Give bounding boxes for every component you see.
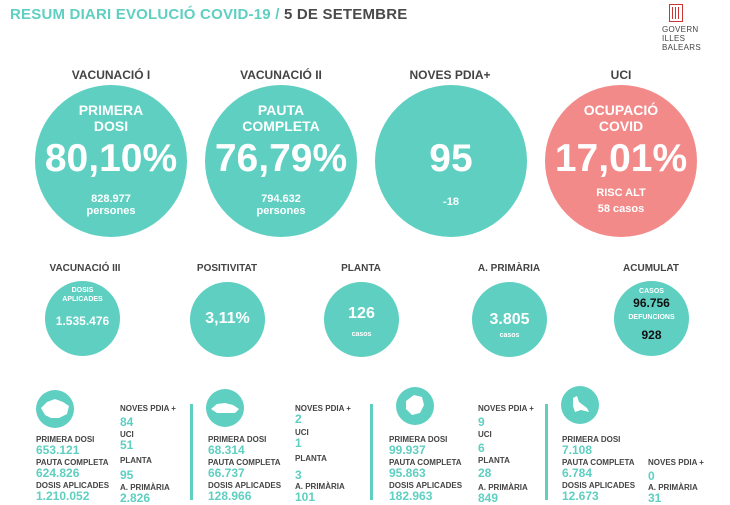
circle-pauta-completa: PAUTA COMPLETA 76,79% 794.632 persones bbox=[205, 85, 357, 237]
formentera-primera-dosi: 7.108 bbox=[562, 443, 593, 457]
logo-text: GOVERN ILLES BALEARS bbox=[662, 25, 702, 52]
menorca-noves-pdia: 2 bbox=[295, 412, 302, 426]
title-separator: / bbox=[275, 6, 280, 23]
divider-2 bbox=[370, 404, 373, 500]
value-dosis-aplicades: 1.535.476 bbox=[55, 314, 110, 328]
govern-logo: GOVERN ILLES BALEARS bbox=[662, 4, 724, 56]
menorca-planta: 3 bbox=[295, 468, 302, 482]
formentera-map-icon bbox=[561, 386, 599, 424]
heading-vacunacio-2: VACUNACIÓ II bbox=[240, 68, 322, 82]
menorca-pauta-completa: 66.737 bbox=[208, 466, 245, 480]
divider-3 bbox=[545, 404, 548, 500]
heading-a-primaria: A. PRIMÀRIA bbox=[477, 263, 541, 274]
heading-vacunacio-1: VACUNACIÓ I bbox=[71, 68, 151, 82]
menorca-uci: 1 bbox=[295, 436, 302, 450]
circle-noves-pdia: 95 -18 bbox=[375, 85, 527, 237]
eivissa-pauta-completa: 95.863 bbox=[389, 466, 426, 480]
value-pauta-completa: 76,79% bbox=[214, 137, 348, 180]
value-planta: 126 bbox=[348, 305, 375, 322]
formentera-dosis-aplicades: 12.673 bbox=[562, 489, 599, 503]
value-defuncions: 928 bbox=[641, 328, 662, 342]
risc-badge: RISC ALT bbox=[596, 187, 646, 199]
heading-uci: UCI bbox=[610, 68, 632, 82]
value-uci: 17,01% bbox=[554, 137, 688, 180]
circle-planta: 126 casos bbox=[324, 282, 399, 357]
page-title: RESUM DIARI EVOLUCIÓ COVID-19 / 5 DE SET… bbox=[10, 6, 407, 23]
heading-vacunacio-3: VACUNACIÓ III bbox=[49, 263, 121, 274]
coat-of-arms-icon bbox=[669, 4, 683, 22]
eivissa-map-icon bbox=[396, 387, 434, 425]
divider-1 bbox=[190, 404, 193, 500]
circle-uci: OCUPACIÓ COVID 17,01% RISC ALT 58 casos bbox=[545, 85, 697, 237]
value-primera-dosi: 80,10% bbox=[44, 137, 178, 180]
mallorca-primera-dosi: 653.121 bbox=[36, 443, 80, 457]
heading-positivitat: POSITIVITAT bbox=[196, 263, 258, 274]
menorca-primera-dosi: 68.314 bbox=[208, 443, 245, 457]
eivissa-planta: 28 bbox=[478, 466, 492, 480]
circle-positivitat: 3,11% bbox=[190, 282, 265, 357]
circle-dosis-aplicades: DOSIS APLICADES 1.535.476 bbox=[45, 281, 120, 356]
mallorca-planta: 95 bbox=[120, 468, 134, 482]
mallorca-pauta-completa: 624.826 bbox=[36, 466, 80, 480]
mallorca-map-icon bbox=[36, 390, 74, 428]
heading-planta: PLANTA bbox=[341, 263, 381, 274]
circle-a-primaria: 3.805 casos bbox=[472, 282, 547, 357]
eivissa-noves-pdia: 9 bbox=[478, 415, 485, 429]
eivissa-primera-dosi: 99.937 bbox=[389, 443, 426, 457]
eivissa-uci: 6 bbox=[478, 441, 485, 455]
menorca-a-primaria: 101 bbox=[295, 490, 316, 504]
formentera-a-primaria: 31 bbox=[648, 491, 662, 505]
value-casos: 96.756 bbox=[633, 296, 670, 310]
heading-noves-pdia: NOVES PDIA+ bbox=[409, 68, 491, 82]
title-date: 5 DE SETEMBRE bbox=[283, 6, 408, 23]
eivissa-dosis-aplicades: 182.963 bbox=[389, 489, 433, 503]
menorca-map-icon bbox=[206, 389, 244, 427]
value-positivitat: 3,11% bbox=[205, 310, 250, 327]
circle-primera-dosi: PRIMERA DOSI 80,10% 828.977 persones bbox=[35, 85, 187, 237]
heading-acumulat: ACUMULAT bbox=[623, 263, 679, 274]
circle-acumulat: CASOS 96.756 DEFUNCIONS 928 bbox=[614, 281, 689, 356]
menorca-dosis-aplicades: 128.966 bbox=[208, 489, 252, 503]
mallorca-a-primaria: 2.826 bbox=[120, 491, 151, 505]
value-noves-pdia: 95 bbox=[429, 137, 473, 180]
mallorca-noves-pdia: 84 bbox=[120, 415, 134, 429]
title-text: RESUM DIARI EVOLUCIÓ COVID-19 bbox=[10, 6, 271, 23]
eivissa-a-primaria: 849 bbox=[478, 491, 499, 505]
mallorca-dosis-aplicades: 1.210.052 bbox=[36, 489, 90, 503]
formentera-pauta-completa: 6.784 bbox=[562, 466, 593, 480]
formentera-noves-pdia: 0 bbox=[648, 469, 655, 483]
value-a-primaria: 3.805 bbox=[489, 311, 530, 328]
mallorca-uci: 51 bbox=[120, 438, 134, 452]
